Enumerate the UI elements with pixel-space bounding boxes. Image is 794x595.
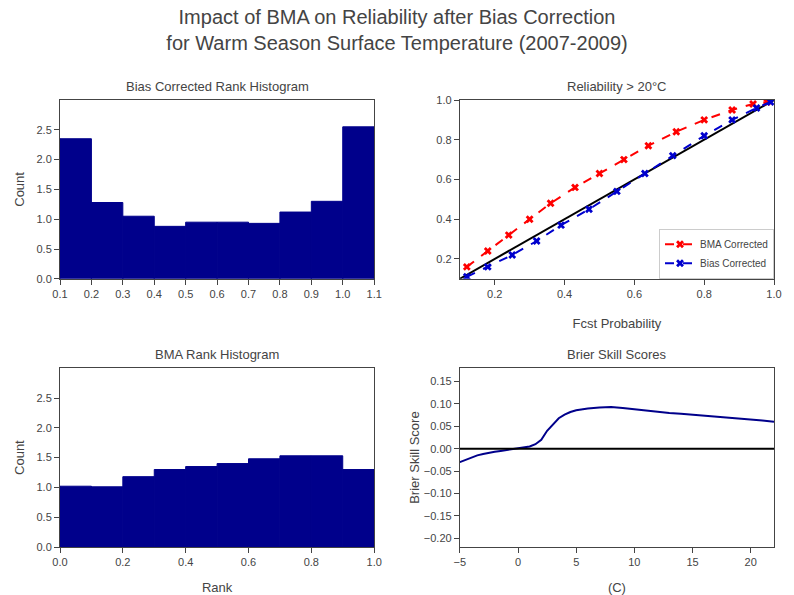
svg-text:−0.10: −0.10 xyxy=(424,487,452,499)
svg-text:Brier Skill Scores: Brier Skill Scores xyxy=(567,347,666,362)
svg-text:Brier Skill Score: Brier Skill Score xyxy=(407,411,422,503)
svg-text:1.0: 1.0 xyxy=(37,481,52,493)
svg-text:0.8: 0.8 xyxy=(304,556,319,568)
svg-text:0.8: 0.8 xyxy=(697,288,712,300)
svg-text:0.6: 0.6 xyxy=(436,173,451,185)
svg-text:15: 15 xyxy=(686,556,698,568)
svg-text:0.8: 0.8 xyxy=(272,288,287,300)
svg-text:0.6: 0.6 xyxy=(627,288,642,300)
svg-text:Count: Count xyxy=(12,440,27,475)
svg-text:0.10: 0.10 xyxy=(430,398,451,410)
svg-text:0.2: 0.2 xyxy=(115,556,130,568)
svg-text:1.0: 1.0 xyxy=(335,288,350,300)
svg-text:0.4: 0.4 xyxy=(178,556,193,568)
svg-text:2.0: 2.0 xyxy=(37,153,52,165)
svg-text:2.5: 2.5 xyxy=(37,124,52,136)
svg-text:Bias Corrected Rank Histogram: Bias Corrected Rank Histogram xyxy=(126,79,309,94)
svg-text:0.5: 0.5 xyxy=(37,243,52,255)
svg-text:0.15: 0.15 xyxy=(430,375,451,387)
svg-text:0.2: 0.2 xyxy=(487,288,502,300)
svg-text:0.6: 0.6 xyxy=(209,288,224,300)
svg-text:2.5: 2.5 xyxy=(37,392,52,404)
svg-text:0.4: 0.4 xyxy=(436,213,451,225)
svg-text:−0.15: −0.15 xyxy=(424,510,452,522)
svg-text:0.00: 0.00 xyxy=(430,443,451,455)
svg-text:0.4: 0.4 xyxy=(147,288,162,300)
svg-text:0.4: 0.4 xyxy=(557,288,572,300)
svg-text:10: 10 xyxy=(628,556,640,568)
svg-text:1.5: 1.5 xyxy=(37,451,52,463)
svg-text:Fcst Probability: Fcst Probability xyxy=(572,316,661,331)
svg-text:1.0: 1.0 xyxy=(367,556,382,568)
svg-text:Reliability > 20°C: Reliability > 20°C xyxy=(567,79,667,94)
svg-text:1.5: 1.5 xyxy=(37,183,52,195)
svg-text:0.3: 0.3 xyxy=(115,288,130,300)
svg-text:(C): (C) xyxy=(608,580,626,595)
svg-text:0.7: 0.7 xyxy=(241,288,256,300)
svg-text:BMA Rank Histogram: BMA Rank Histogram xyxy=(155,347,279,362)
svg-text:0.5: 0.5 xyxy=(37,511,52,523)
svg-text:−5: −5 xyxy=(454,556,467,568)
svg-text:−0.05: −0.05 xyxy=(424,465,452,477)
svg-text:Rank: Rank xyxy=(202,580,233,595)
svg-text:1.1: 1.1 xyxy=(367,288,382,300)
svg-text:1.0: 1.0 xyxy=(766,288,781,300)
svg-text:1.0: 1.0 xyxy=(436,94,451,106)
svg-text:0.0: 0.0 xyxy=(37,273,52,285)
svg-text:0.05: 0.05 xyxy=(430,420,451,432)
svg-text:Count: Count xyxy=(12,172,27,207)
svg-text:0.2: 0.2 xyxy=(436,253,451,265)
svg-text:1.0: 1.0 xyxy=(37,213,52,225)
svg-text:0.5: 0.5 xyxy=(178,288,193,300)
svg-text:0: 0 xyxy=(515,556,521,568)
svg-text:Impact of BMA on Reliability a: Impact of BMA on Reliability after Bias … xyxy=(166,6,627,54)
svg-text:0.6: 0.6 xyxy=(241,556,256,568)
svg-text:0.0: 0.0 xyxy=(52,556,67,568)
svg-text:2.0: 2.0 xyxy=(37,422,52,434)
svg-text:0.9: 0.9 xyxy=(304,288,319,300)
svg-text:0.2: 0.2 xyxy=(84,288,99,300)
svg-text:−0.20: −0.20 xyxy=(424,532,452,544)
svg-text:5: 5 xyxy=(573,556,579,568)
svg-text:0.8: 0.8 xyxy=(436,134,451,146)
svg-text:0.1: 0.1 xyxy=(52,288,67,300)
svg-text:0.0: 0.0 xyxy=(37,541,52,553)
svg-text:Bias Corrected: Bias Corrected xyxy=(700,258,766,269)
svg-text:20: 20 xyxy=(745,556,757,568)
svg-text:BMA Corrected: BMA Corrected xyxy=(700,239,768,250)
